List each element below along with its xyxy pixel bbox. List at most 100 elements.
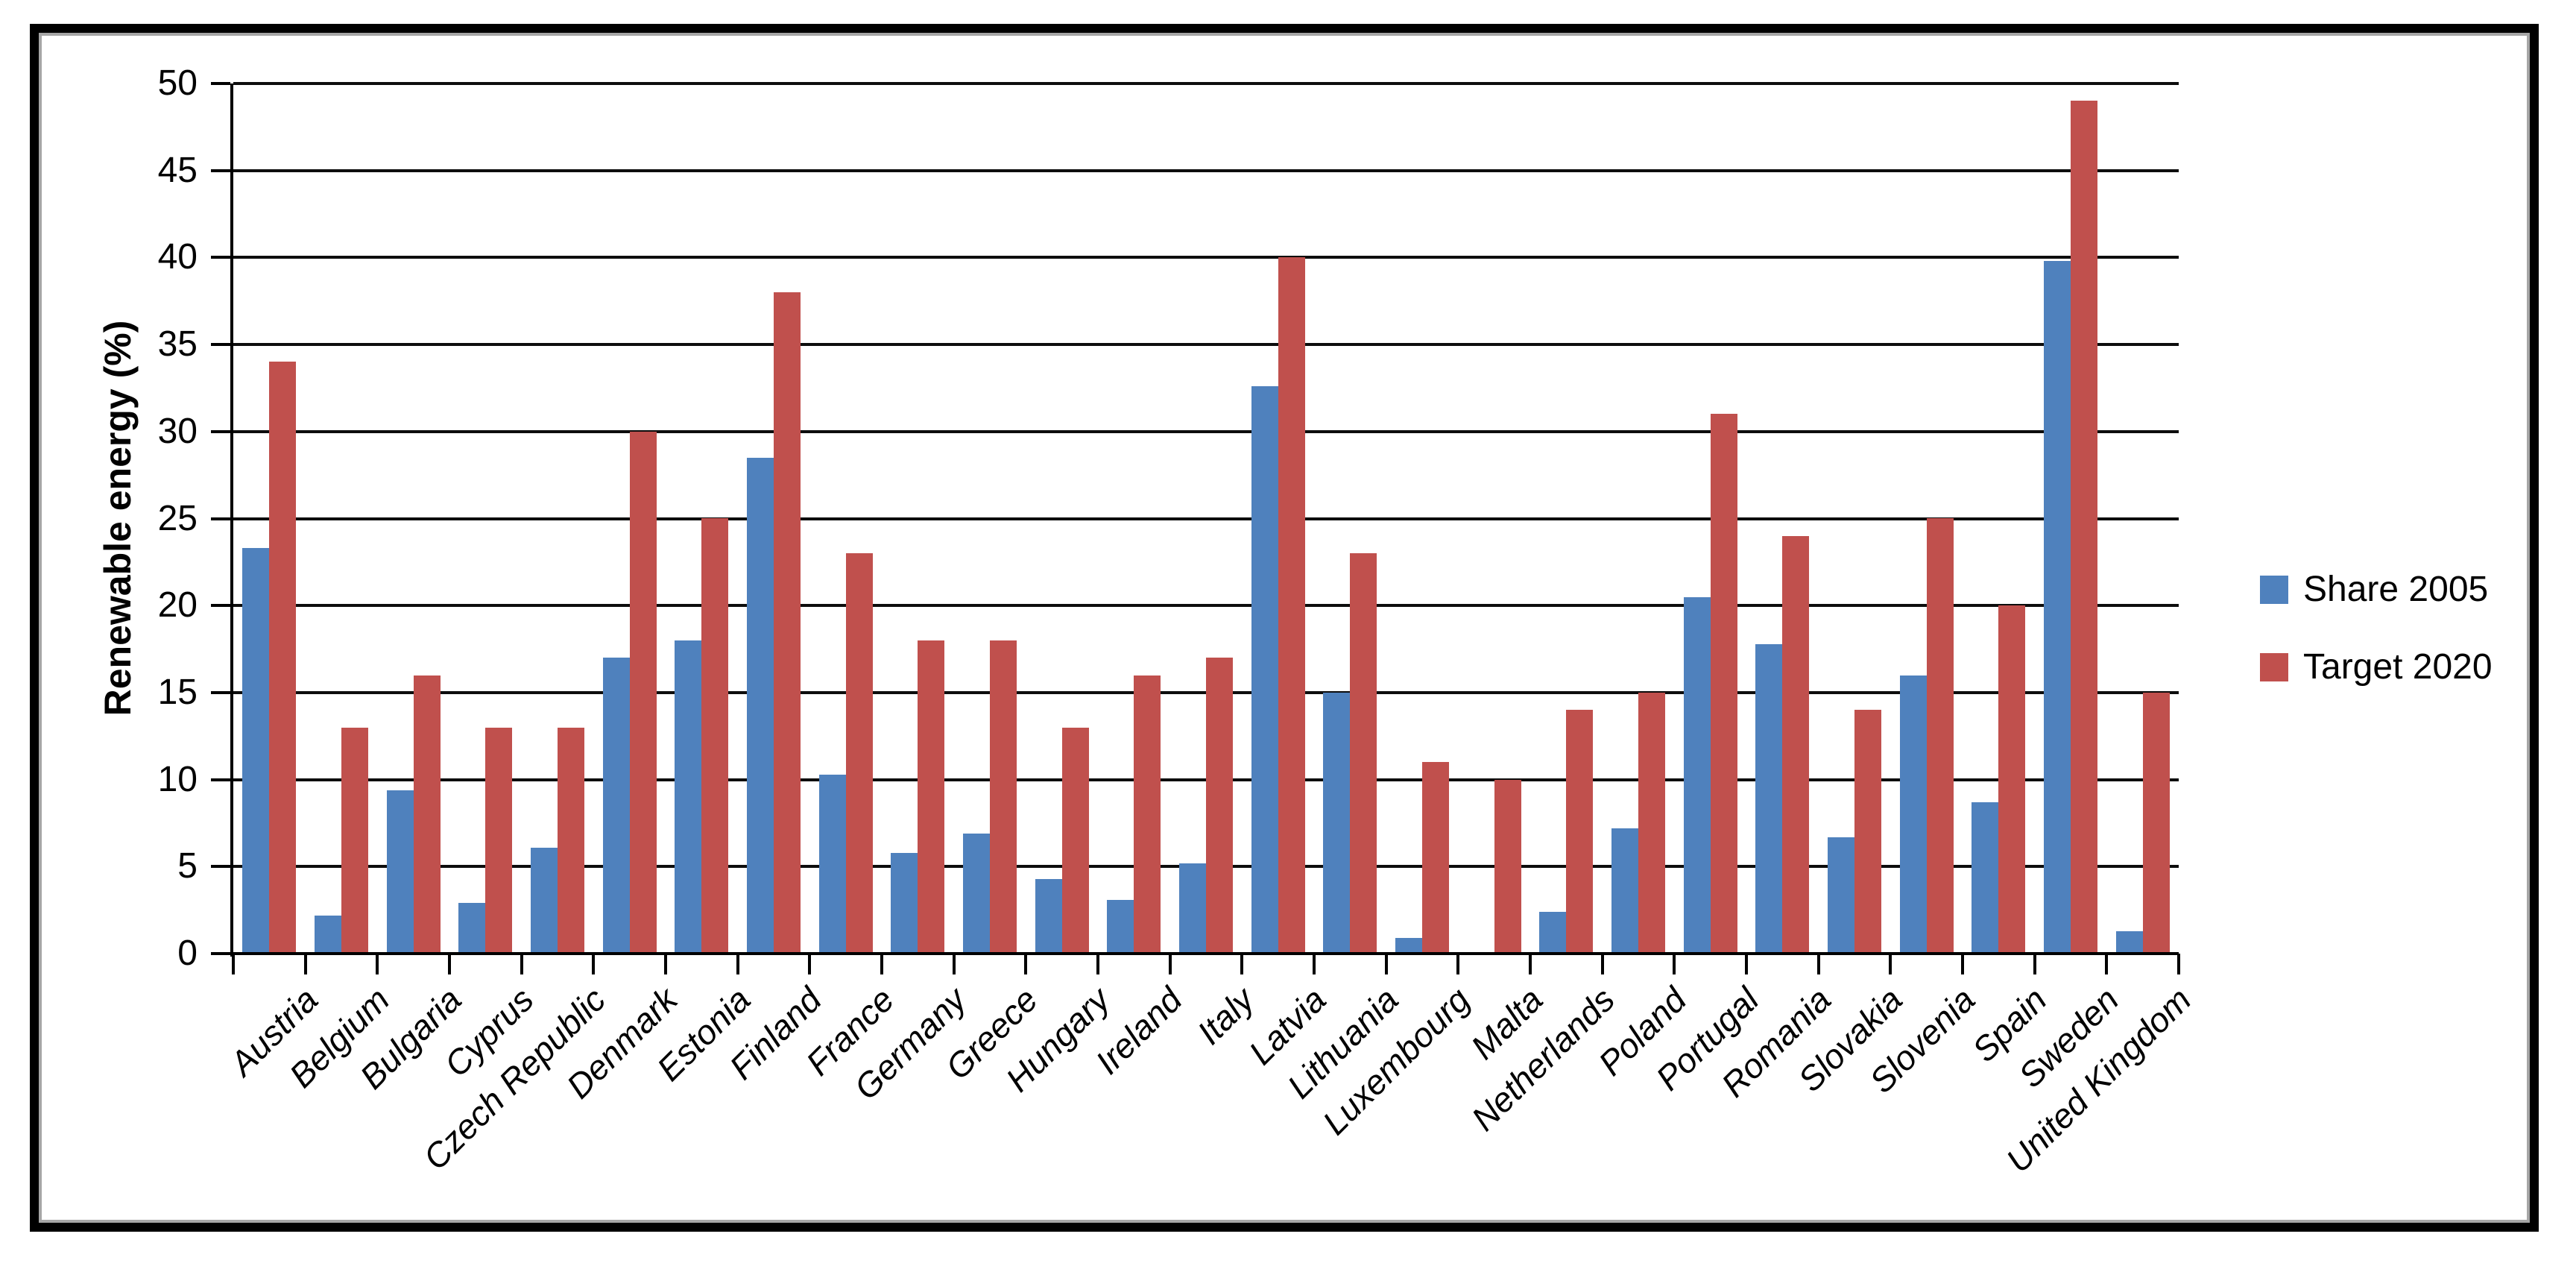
x-axis-tick-24 — [1961, 954, 1964, 974]
bar-target-2020-finland — [774, 292, 801, 954]
bar-target-2020-belgium — [341, 728, 368, 954]
x-axis-tick-14 — [1240, 954, 1243, 974]
x-axis-tick-7 — [736, 954, 739, 974]
legend-swatch-share-2005 — [2260, 576, 2288, 604]
bar-share-2005-hungary — [1035, 879, 1062, 954]
x-axis-tick-22 — [1817, 954, 1820, 974]
x-axis-line — [230, 952, 2179, 955]
gridline-50 — [233, 82, 2179, 85]
x-axis-tick-10 — [953, 954, 956, 974]
bar-target-2020-ireland — [1134, 675, 1161, 954]
bar-share-2005-latvia — [1251, 386, 1278, 954]
y-axis-tick-label-30: 30 — [157, 411, 198, 451]
bar-target-2020-romania — [1782, 536, 1809, 954]
bar-share-2005-ireland — [1107, 900, 1134, 954]
bar-target-2020-poland — [1638, 693, 1665, 954]
x-axis-tick-26 — [2105, 954, 2108, 974]
x-axis-tick-0 — [232, 954, 235, 974]
y-axis-tick-25 — [211, 517, 230, 520]
bar-target-2020-czech-republic — [558, 728, 584, 954]
y-axis-tick-label-35: 35 — [157, 324, 198, 365]
x-axis-tick-6 — [664, 954, 667, 974]
legend-label-share-2005: Share 2005 — [2303, 570, 2489, 609]
bar-target-2020-spain — [1998, 605, 2025, 954]
bar-target-2020-malta — [1494, 780, 1521, 954]
x-axis-tick-20 — [1673, 954, 1676, 974]
x-axis-tick-21 — [1745, 954, 1748, 974]
bar-target-2020-hungary — [1062, 728, 1089, 954]
gridline-25 — [233, 517, 2179, 520]
x-axis-tick-3 — [448, 954, 451, 974]
bar-target-2020-greece — [990, 640, 1017, 954]
y-axis-tick-label-5: 5 — [177, 846, 198, 886]
y-axis-tick-30 — [211, 429, 230, 433]
y-axis-tick-15 — [211, 690, 230, 694]
y-axis-tick-45 — [211, 169, 230, 172]
y-axis-line — [230, 84, 233, 957]
bar-share-2005-luxembourg — [1395, 938, 1422, 954]
bar-share-2005-czech-republic — [531, 848, 558, 954]
bar-target-2020-united-kingdom — [2143, 693, 2170, 954]
y-axis-tick-label-0: 0 — [177, 933, 198, 973]
bar-target-2020-estonia — [701, 518, 728, 954]
bar-share-2005-germany — [891, 853, 918, 954]
x-axis-tick-8 — [808, 954, 811, 974]
x-axis-tick-4 — [520, 954, 523, 974]
bar-share-2005-austria — [242, 548, 269, 954]
gridline-40 — [233, 256, 2179, 259]
x-axis-tick-9 — [880, 954, 883, 974]
x-axis-tick-15 — [1313, 954, 1316, 974]
bar-share-2005-slovenia — [1900, 675, 1927, 954]
bar-target-2020-sweden — [2071, 101, 2097, 954]
bar-share-2005-united-kingdom — [2116, 931, 2143, 954]
legend-swatch-target-2020 — [2260, 653, 2288, 681]
bar-share-2005-greece — [963, 834, 990, 954]
bar-share-2005-bulgaria — [387, 790, 414, 954]
x-axis-tick-19 — [1601, 954, 1604, 974]
y-axis-tick-10 — [211, 778, 230, 781]
bar-target-2020-italy — [1206, 658, 1233, 954]
bar-share-2005-lithuania — [1323, 693, 1350, 954]
x-axis-tick-2 — [376, 954, 379, 974]
y-axis-tick-label-45: 45 — [157, 150, 198, 190]
y-axis-tick-label-25: 25 — [157, 498, 198, 538]
bar-target-2020-luxembourg — [1422, 762, 1449, 954]
bar-share-2005-finland — [747, 458, 774, 954]
bar-target-2020-germany — [918, 640, 944, 954]
y-axis-tick-50 — [211, 82, 230, 85]
y-axis-tick-5 — [211, 865, 230, 869]
x-axis-tick-17 — [1456, 954, 1459, 974]
chart-inner-border-line — [39, 33, 2530, 1223]
bar-target-2020-bulgaria — [414, 675, 441, 954]
bar-share-2005-poland — [1611, 828, 1638, 954]
legend: Share 2005 Target 2020 — [2260, 567, 2493, 722]
bar-share-2005-portugal — [1684, 597, 1711, 954]
y-axis-tick-0 — [211, 952, 230, 955]
bar-target-2020-austria — [269, 362, 296, 954]
bar-target-2020-slovenia — [1927, 518, 1954, 954]
y-axis-tick-label-10: 10 — [157, 759, 198, 799]
bar-share-2005-sweden — [2044, 261, 2071, 954]
bar-target-2020-lithuania — [1350, 553, 1377, 954]
bar-share-2005-france — [819, 775, 846, 954]
bar-target-2020-denmark — [630, 432, 657, 954]
x-axis-tick-12 — [1096, 954, 1099, 974]
bar-share-2005-italy — [1179, 863, 1206, 954]
gridline-45 — [233, 169, 2179, 172]
x-axis-tick-13 — [1169, 954, 1172, 974]
bar-target-2020-portugal — [1711, 414, 1737, 954]
legend-item-target-2020: Target 2020 — [2260, 644, 2493, 690]
x-axis-tick-16 — [1385, 954, 1388, 974]
bar-share-2005-slovakia — [1828, 837, 1854, 954]
y-axis-tick-20 — [211, 604, 230, 608]
x-axis-tick-18 — [1529, 954, 1532, 974]
y-axis-tick-35 — [211, 343, 230, 347]
y-axis-tick-label-40: 40 — [157, 237, 198, 277]
bar-share-2005-belgium — [315, 916, 341, 954]
legend-label-target-2020: Target 2020 — [2303, 647, 2493, 687]
x-axis-tick-25 — [2033, 954, 2036, 974]
x-axis-tick-1 — [304, 954, 307, 974]
bar-share-2005-spain — [1972, 802, 1998, 954]
gridline-30 — [233, 429, 2179, 433]
